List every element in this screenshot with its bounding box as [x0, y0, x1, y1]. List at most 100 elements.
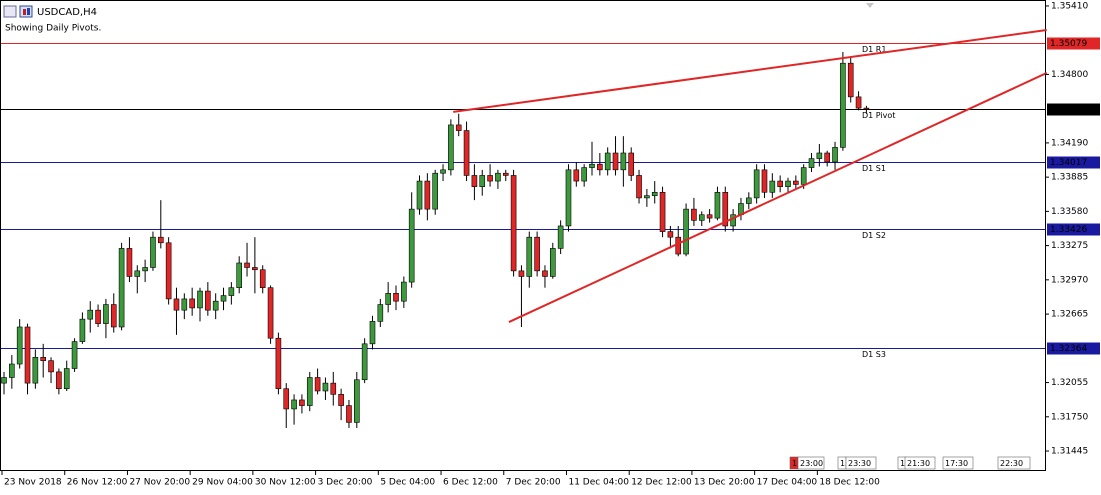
candle-body: [87, 309, 94, 320]
candle-body: [16, 326, 23, 365]
candle-body: [150, 236, 156, 268]
candle-body: [173, 298, 180, 311]
candle-body: [800, 167, 807, 185]
trendline: [508, 72, 1048, 323]
candle-body: [816, 152, 823, 159]
y-tick-label: 1.32665: [1051, 310, 1088, 320]
candle-body: [275, 337, 282, 390]
toolbar-label: 17:30: [945, 459, 968, 468]
toolbar-label: 21:30: [907, 459, 930, 468]
x-tick-label: 26 Nov 12:00: [67, 478, 128, 488]
candle-body: [526, 236, 533, 277]
candle-body: [299, 399, 305, 406]
candle-body: [644, 195, 650, 199]
candle-body: [369, 321, 376, 345]
candle-body: [314, 377, 321, 392]
x-tick-label: 13 Dec 20:00: [694, 478, 755, 488]
candle-body: [48, 360, 54, 373]
candle-body: [612, 152, 619, 171]
y-tick-label: 1.31750: [1051, 412, 1088, 422]
candle-body: [659, 191, 666, 232]
toolbar-label: 1: [792, 459, 797, 468]
candle-body: [463, 130, 470, 176]
candle-body: [416, 180, 423, 210]
candle-body: [557, 225, 564, 249]
candle-body: [573, 169, 580, 182]
candle-body: [620, 152, 627, 171]
price-tag: [1047, 37, 1100, 50]
price-tag-label: 1.34488: [1050, 105, 1087, 115]
toolbar-label: 15: [840, 459, 850, 468]
candle-body: [753, 169, 760, 199]
x-tick-label: 12 Dec 12:00: [631, 478, 692, 488]
shift-marker: [866, 3, 874, 8]
candle-body: [667, 231, 674, 238]
candle-body: [832, 147, 838, 163]
candle-body: [745, 197, 752, 204]
candle-body: [244, 262, 250, 268]
candle-body: [142, 267, 148, 272]
candle-body: [777, 180, 783, 187]
y-tick-label: 1.32055: [1051, 378, 1088, 388]
candle-body: [542, 270, 548, 277]
x-tick-label: 5 Dec 04:00: [380, 478, 435, 488]
price-tag: [1047, 342, 1100, 355]
candle-body: [401, 281, 407, 302]
candle-body: [549, 248, 556, 277]
candle-body: [259, 269, 266, 289]
candle-body: [824, 152, 831, 163]
y-tick-label: 1.32970: [1051, 275, 1088, 285]
x-tick-label: 11 Dec 04:00: [568, 478, 629, 488]
x-tick-label: 17 Dec 04:00: [757, 478, 818, 488]
candle-body: [502, 172, 509, 176]
candle-body: [267, 287, 274, 339]
candle-body: [840, 62, 846, 148]
candle-body: [761, 169, 768, 193]
candle-body: [714, 191, 721, 219]
candle-body: [346, 405, 352, 423]
candle-body: [32, 356, 39, 384]
candle-body: [283, 388, 290, 410]
price-tag: [1047, 223, 1100, 236]
candle-body: [589, 163, 595, 168]
candle-body: [118, 248, 125, 328]
candle-body: [518, 270, 525, 277]
candle-body: [651, 191, 658, 196]
candle-body: [565, 169, 572, 227]
pivot-name: D1 Pivot: [862, 111, 895, 120]
x-tick-label: 6 Dec 12:00: [443, 478, 498, 488]
trendline: [453, 28, 1047, 113]
candle-body: [495, 172, 501, 182]
candle-body: [636, 175, 642, 199]
candle-body: [252, 267, 258, 271]
candle-body: [385, 293, 391, 305]
candle-body: [361, 343, 368, 381]
candle-body: [424, 180, 431, 210]
price-tag: [1047, 103, 1100, 116]
candle-body: [455, 124, 462, 131]
candle-body: [604, 152, 611, 171]
pivot-name: D1 R1: [862, 45, 886, 54]
chart-subtitle: Showing Daily Pivots.: [5, 24, 101, 34]
price-tag-label: 1.35079: [1050, 39, 1087, 49]
candle-body: [448, 124, 454, 171]
candle-body: [479, 175, 486, 187]
price-axis: [1046, 0, 1101, 495]
y-tick-label: 1.34800: [1051, 70, 1088, 80]
candle-body: [581, 167, 587, 182]
toolbar-cell: [797, 456, 825, 470]
candle-body: [628, 152, 635, 176]
y-tick-label: 1.31445: [1051, 447, 1088, 457]
x-tick-label: 23 Nov 2018: [4, 478, 62, 488]
toolbar-label: 23:00: [800, 459, 823, 468]
toolbar-label: 23:30: [848, 459, 871, 468]
candle-body: [440, 169, 446, 174]
candle-body: [291, 399, 297, 410]
candle-body: [722, 191, 729, 227]
candle-body: [597, 163, 603, 171]
pivot-name: D1 S3: [862, 350, 886, 359]
toolbar-cell: [845, 456, 877, 470]
